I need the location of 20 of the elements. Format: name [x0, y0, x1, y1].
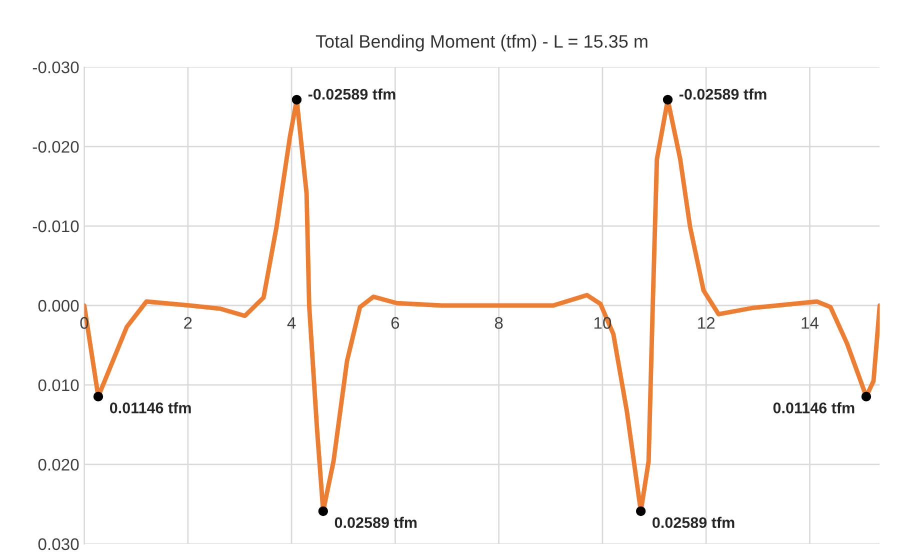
chart-title: Total Bending Moment (tfm) - L = 15.35 m	[316, 34, 648, 52]
y-tick-label: -0.020	[32, 140, 79, 153]
x-tick-label: 4	[287, 317, 296, 329]
y-tick-label: 0.030	[38, 538, 79, 550]
y-tick-label: -0.030	[32, 61, 79, 74]
annotation: 0.02589 tfm	[334, 516, 417, 528]
annotation: 0.02589 tfm	[652, 516, 734, 528]
y-tick-label: 0.010	[38, 379, 79, 392]
annotation: 0.01146 tfm	[773, 402, 854, 414]
x-tick-label: 2	[184, 317, 192, 329]
annotation: 0.01146 tfm	[110, 402, 191, 414]
annotation: -0.02589 tfm	[308, 88, 396, 100]
x-tick-label: 6	[391, 317, 400, 329]
x-tick-label: 8	[494, 317, 503, 329]
annotation: -0.02589 tfm	[679, 88, 766, 100]
y-tick-label: 0.020	[38, 458, 79, 471]
y-tick-label: -0.010	[32, 220, 79, 232]
y-tick-label: 0.000	[38, 300, 79, 312]
x-tick-label: 12	[698, 317, 715, 329]
x-tick-label: 14	[802, 317, 819, 329]
